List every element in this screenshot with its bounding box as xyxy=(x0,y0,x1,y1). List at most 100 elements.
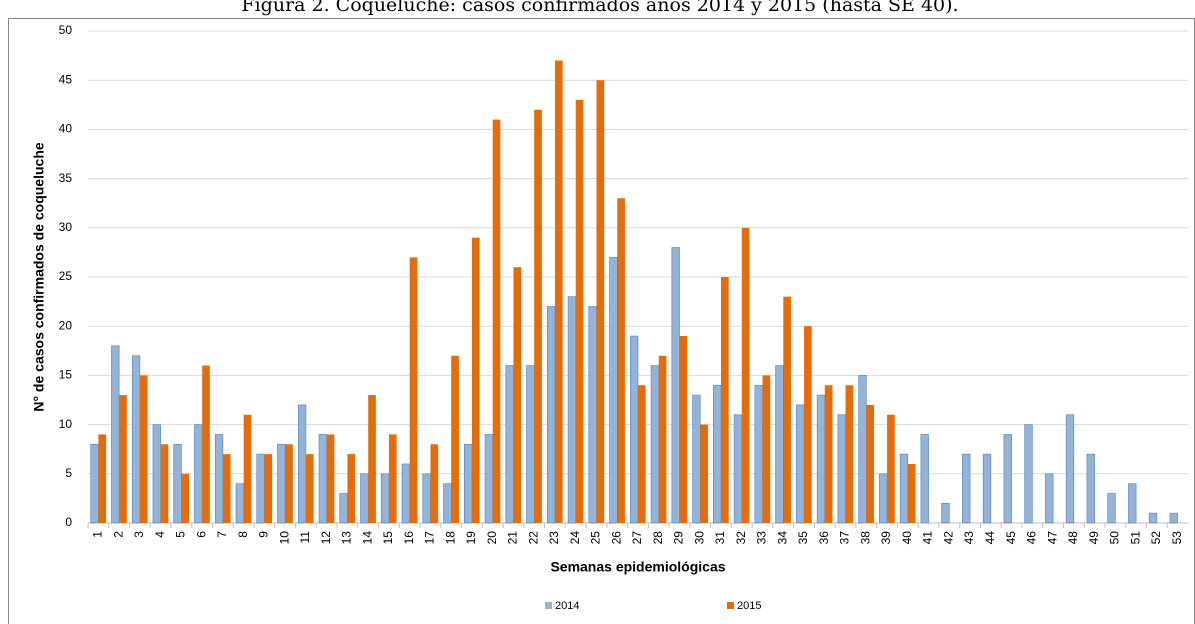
bar xyxy=(173,443,182,524)
bar xyxy=(733,414,743,524)
x-tick-label: 48 xyxy=(1066,531,1080,545)
x-tick-label: 12 xyxy=(319,531,333,545)
x-tick-label: 1 xyxy=(91,531,105,538)
x-tick-label: 10 xyxy=(277,531,291,545)
bar xyxy=(658,355,667,523)
y-tick-label: 50 xyxy=(59,23,73,37)
bar xyxy=(318,434,327,524)
x-tick-label: 37 xyxy=(838,531,852,545)
bar xyxy=(866,404,874,523)
x-tick-label: 30 xyxy=(692,531,706,545)
x-tick-label: 3 xyxy=(132,531,146,538)
bar xyxy=(484,434,494,524)
bar xyxy=(360,473,369,524)
x-tick-label: 21 xyxy=(506,531,520,545)
bar xyxy=(111,345,120,524)
bar xyxy=(547,306,556,524)
x-tick-label: 45 xyxy=(1004,531,1018,545)
bar xyxy=(160,444,169,523)
x-tick-label: 16 xyxy=(402,531,416,545)
bar xyxy=(575,99,584,523)
bar xyxy=(754,384,763,524)
x-tick-label: 51 xyxy=(1128,531,1142,545)
bar xyxy=(90,443,99,524)
x-tick-label: 24 xyxy=(568,531,582,545)
x-tick-label: 19 xyxy=(464,531,478,545)
y-tick-label: 5 xyxy=(65,466,72,480)
y-tick-label: 20 xyxy=(59,318,73,332)
bar xyxy=(796,404,805,524)
bar xyxy=(347,454,356,523)
y-tick-label: 25 xyxy=(59,269,73,283)
bar xyxy=(1045,473,1054,524)
x-tick-label: 5 xyxy=(174,531,188,538)
x-tick-label: 40 xyxy=(900,531,914,545)
bar xyxy=(1003,434,1012,524)
x-axis-title: Semanas epidemiológicas xyxy=(550,559,725,575)
x-tick-label: 33 xyxy=(755,531,769,545)
x-tick-label: 8 xyxy=(236,531,250,538)
x-tick-label: 41 xyxy=(921,531,935,545)
bar xyxy=(463,443,473,524)
bar xyxy=(775,365,784,524)
bar xyxy=(505,365,514,524)
bar xyxy=(741,227,750,524)
bar xyxy=(899,453,909,524)
x-tick-label: 38 xyxy=(858,531,872,545)
x-tick-label: 26 xyxy=(609,531,623,545)
bar xyxy=(816,394,826,524)
x-tick-label: 34 xyxy=(775,531,789,545)
x-tick-label: 13 xyxy=(340,531,354,545)
bar xyxy=(962,453,971,524)
bar xyxy=(941,503,950,524)
bar xyxy=(567,296,577,524)
x-tick-label: 27 xyxy=(630,531,644,545)
bar xyxy=(235,483,244,524)
y-tick-label: 0 xyxy=(65,515,72,529)
bar xyxy=(804,326,812,523)
bar xyxy=(588,306,597,524)
bar xyxy=(243,414,252,523)
x-tick-label: 42 xyxy=(941,531,955,545)
bar xyxy=(638,385,646,523)
bar xyxy=(401,463,410,524)
bar xyxy=(326,434,335,523)
bar xyxy=(409,257,418,523)
y-axis-title: N° de casos confirmados de coqueluche xyxy=(31,142,47,412)
bar xyxy=(285,444,293,523)
x-tick-label: 25 xyxy=(589,531,603,545)
legend-swatch xyxy=(727,602,734,609)
bar xyxy=(430,444,439,523)
legend-label: 2014 xyxy=(555,600,579,612)
bar xyxy=(837,414,846,524)
x-tick-label: 39 xyxy=(879,531,893,545)
bar xyxy=(451,355,459,523)
bar xyxy=(650,365,660,524)
x-tick-label: 52 xyxy=(1149,531,1163,545)
bar xyxy=(1128,483,1137,524)
bar xyxy=(139,375,148,523)
y-tick-label: 40 xyxy=(59,122,73,136)
bar xyxy=(181,473,190,523)
bar xyxy=(692,394,701,524)
bar xyxy=(513,267,522,523)
x-tick-label: 31 xyxy=(713,531,727,545)
bar xyxy=(98,434,107,523)
bar xyxy=(368,395,376,523)
bar xyxy=(845,385,854,523)
x-tick-label: 4 xyxy=(153,531,167,538)
bar xyxy=(526,365,535,524)
legend-swatch xyxy=(545,602,552,609)
legend-label: 2015 xyxy=(737,600,761,612)
x-tick-label: 9 xyxy=(257,531,271,538)
bar xyxy=(596,80,605,523)
bar xyxy=(222,454,231,523)
bar xyxy=(256,453,265,524)
y-tick-label: 15 xyxy=(59,368,73,382)
bar xyxy=(297,404,307,524)
chart-title: Figura 2. Coqueluche: casos confirmados … xyxy=(241,0,958,16)
bar xyxy=(264,454,273,523)
bar xyxy=(982,453,992,524)
bar xyxy=(762,375,771,523)
